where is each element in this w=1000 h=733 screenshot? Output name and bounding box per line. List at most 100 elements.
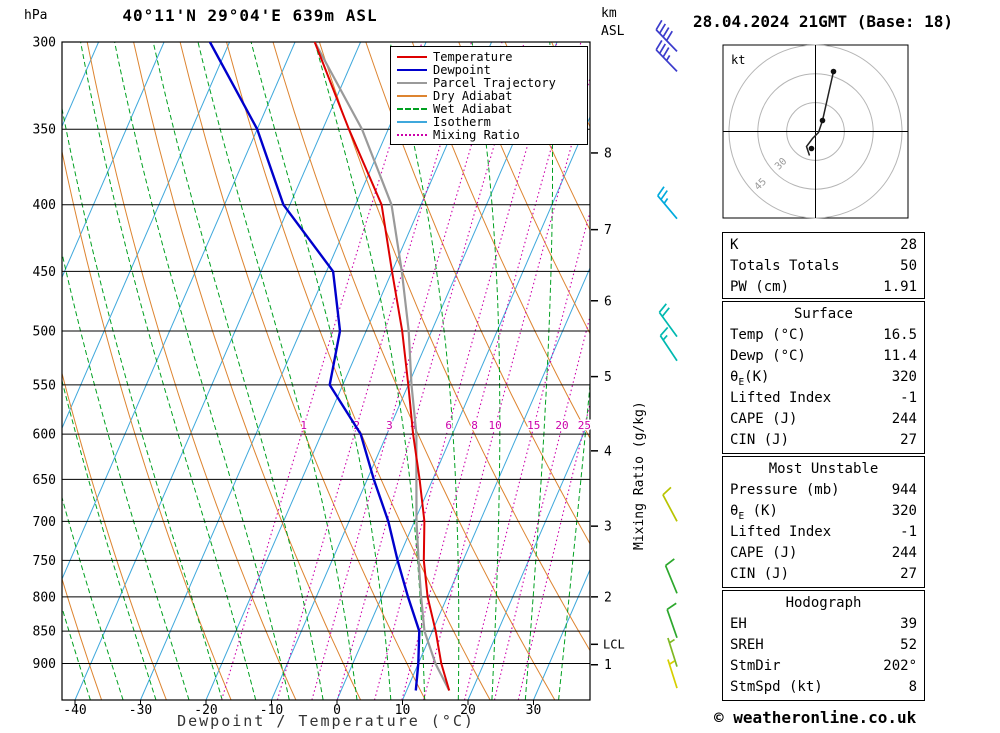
axis-tick-labels: 300350400450500550600650700750800850900-… bbox=[33, 36, 625, 719]
panel-title: Hodograph bbox=[785, 595, 862, 611]
table-row: SREH 52 bbox=[723, 635, 924, 656]
k-index-label: K bbox=[730, 237, 739, 253]
table-value: 244 bbox=[891, 411, 917, 427]
svg-text:3: 3 bbox=[604, 520, 612, 535]
asl-unit: ASL bbox=[601, 24, 625, 39]
table-row: Totals Totals 50 bbox=[723, 256, 924, 277]
copyright-credit: © weatheronline.co.uk bbox=[714, 708, 917, 727]
k-index-value: 28 bbox=[900, 237, 917, 253]
legend-label: Temperature bbox=[433, 49, 513, 64]
table-row: Dewp (°C) 11.4 bbox=[723, 346, 924, 367]
legend-item-wet-adiabat: Wet Adiabat bbox=[397, 101, 581, 116]
km-unit: km bbox=[601, 6, 617, 21]
wind-barb bbox=[657, 186, 678, 220]
km-asl-axis-label: km ASL bbox=[601, 5, 624, 41]
table-row: CAPE (J) 244 bbox=[723, 409, 924, 430]
hodograph-point bbox=[830, 68, 837, 75]
svg-text:20: 20 bbox=[460, 703, 476, 718]
legend-label: Isotherm bbox=[433, 114, 491, 129]
pressure-gridlines bbox=[61, 41, 591, 701]
temperature-line-swatch bbox=[397, 55, 427, 58]
table-value: 27 bbox=[900, 432, 917, 448]
mixing-ratio-lines bbox=[221, 42, 590, 700]
svg-text:450: 450 bbox=[33, 265, 56, 280]
table-row: θE (K) 320 bbox=[730, 503, 917, 522]
svg-text:1: 1 bbox=[604, 658, 612, 673]
svg-text:7: 7 bbox=[604, 223, 612, 238]
surface-panel: Surface Temp (°C) 16.5 Dewp (°C) 11.4 θE(K… bbox=[722, 301, 925, 454]
table-value: -1 bbox=[900, 524, 917, 540]
svg-text:-30: -30 bbox=[129, 703, 152, 718]
table-value: 320 bbox=[891, 503, 917, 519]
svg-text:8: 8 bbox=[471, 419, 478, 432]
svg-text:650: 650 bbox=[33, 473, 56, 488]
table-row: Lifted Index -1 bbox=[723, 388, 924, 409]
most-unstable-panel: Most Unstable Pressure (mb) 944 θE (K) 320… bbox=[722, 456, 925, 588]
indices-panel: K 28 Totals Totals 50 PW (cm) 1.91 bbox=[722, 232, 925, 299]
totals-totals-value: 50 bbox=[900, 258, 917, 274]
legend-label: Parcel Trajectory bbox=[433, 75, 556, 90]
table-value: 244 bbox=[891, 545, 917, 561]
mixing-ratio-line-swatch bbox=[397, 133, 427, 136]
svg-text:700: 700 bbox=[33, 515, 56, 530]
svg-text:5: 5 bbox=[604, 370, 612, 385]
legend-item-dry-adiabat: Dry Adiabat bbox=[397, 89, 581, 103]
table-value: 39 bbox=[900, 616, 917, 632]
hodograph-trace bbox=[805, 71, 835, 156]
wind-barb bbox=[666, 602, 678, 639]
table-value: 16.5 bbox=[883, 327, 917, 343]
wind-barb bbox=[664, 558, 678, 594]
legend-label: Dewpoint bbox=[433, 62, 491, 77]
legend-item-mixing-ratio: Mixing Ratio bbox=[397, 127, 581, 142]
table-value: 11.4 bbox=[883, 348, 917, 364]
wind-barb bbox=[658, 303, 678, 338]
svg-text:1: 1 bbox=[300, 419, 307, 432]
wind-barb bbox=[662, 486, 678, 522]
table-value: 8 bbox=[908, 679, 917, 695]
station-title: 40°11'N 29°04'E 639m ASL bbox=[122, 6, 378, 25]
table-value: 320 bbox=[891, 369, 917, 385]
svg-text:400: 400 bbox=[33, 198, 56, 213]
legend-label: Mixing Ratio bbox=[433, 127, 520, 142]
table-value: 27 bbox=[900, 566, 917, 582]
pw-label: PW (cm) bbox=[730, 279, 790, 295]
svg-text:-20: -20 bbox=[194, 703, 217, 718]
table-row: StmDir 202° bbox=[723, 656, 924, 677]
svg-text:4: 4 bbox=[410, 419, 417, 432]
table-row: θE(K) 320 bbox=[730, 369, 917, 388]
temperature-axis-label: Dewpoint / Temperature (°C) bbox=[177, 712, 475, 730]
hodograph-point bbox=[808, 145, 815, 152]
svg-text:750: 750 bbox=[33, 554, 56, 569]
wind-barb bbox=[667, 637, 678, 667]
dewpoint-curve bbox=[208, 42, 421, 691]
svg-text:LCL: LCL bbox=[603, 637, 625, 651]
table-row: Temp (°C) 16.5 bbox=[723, 325, 924, 346]
svg-text:300: 300 bbox=[33, 36, 56, 51]
svg-text:4: 4 bbox=[604, 444, 612, 459]
table-row: K 28 bbox=[723, 235, 924, 256]
panel-title: Most Unstable bbox=[768, 461, 879, 477]
svg-text:30: 30 bbox=[526, 703, 542, 718]
svg-text:10: 10 bbox=[489, 419, 502, 432]
svg-text:3: 3 bbox=[386, 419, 393, 432]
svg-text:350: 350 bbox=[33, 123, 56, 138]
wind-barb bbox=[659, 326, 678, 362]
panel-title: Surface bbox=[793, 306, 853, 322]
mixing-ratio-labels: 1 2 3 4 6 8 10 15 20 25 bbox=[299, 418, 593, 434]
legend-label: Wet Adiabat bbox=[433, 101, 513, 116]
hodograph-kt-label: kt bbox=[731, 53, 745, 67]
svg-text:8: 8 bbox=[604, 146, 612, 161]
legend-item-isotherm: Isotherm bbox=[397, 114, 581, 129]
svg-text:0: 0 bbox=[333, 703, 341, 718]
table-value: 944 bbox=[891, 482, 917, 498]
table-value: 52 bbox=[900, 637, 917, 653]
table-row: Pressure (mb) 944 bbox=[723, 480, 924, 501]
svg-text:600: 600 bbox=[33, 428, 56, 443]
svg-text:900: 900 bbox=[33, 657, 56, 672]
svg-text:10: 10 bbox=[395, 703, 411, 718]
temperature-curve bbox=[313, 42, 451, 691]
svg-text:500: 500 bbox=[33, 324, 56, 339]
svg-text:-10: -10 bbox=[260, 703, 283, 718]
